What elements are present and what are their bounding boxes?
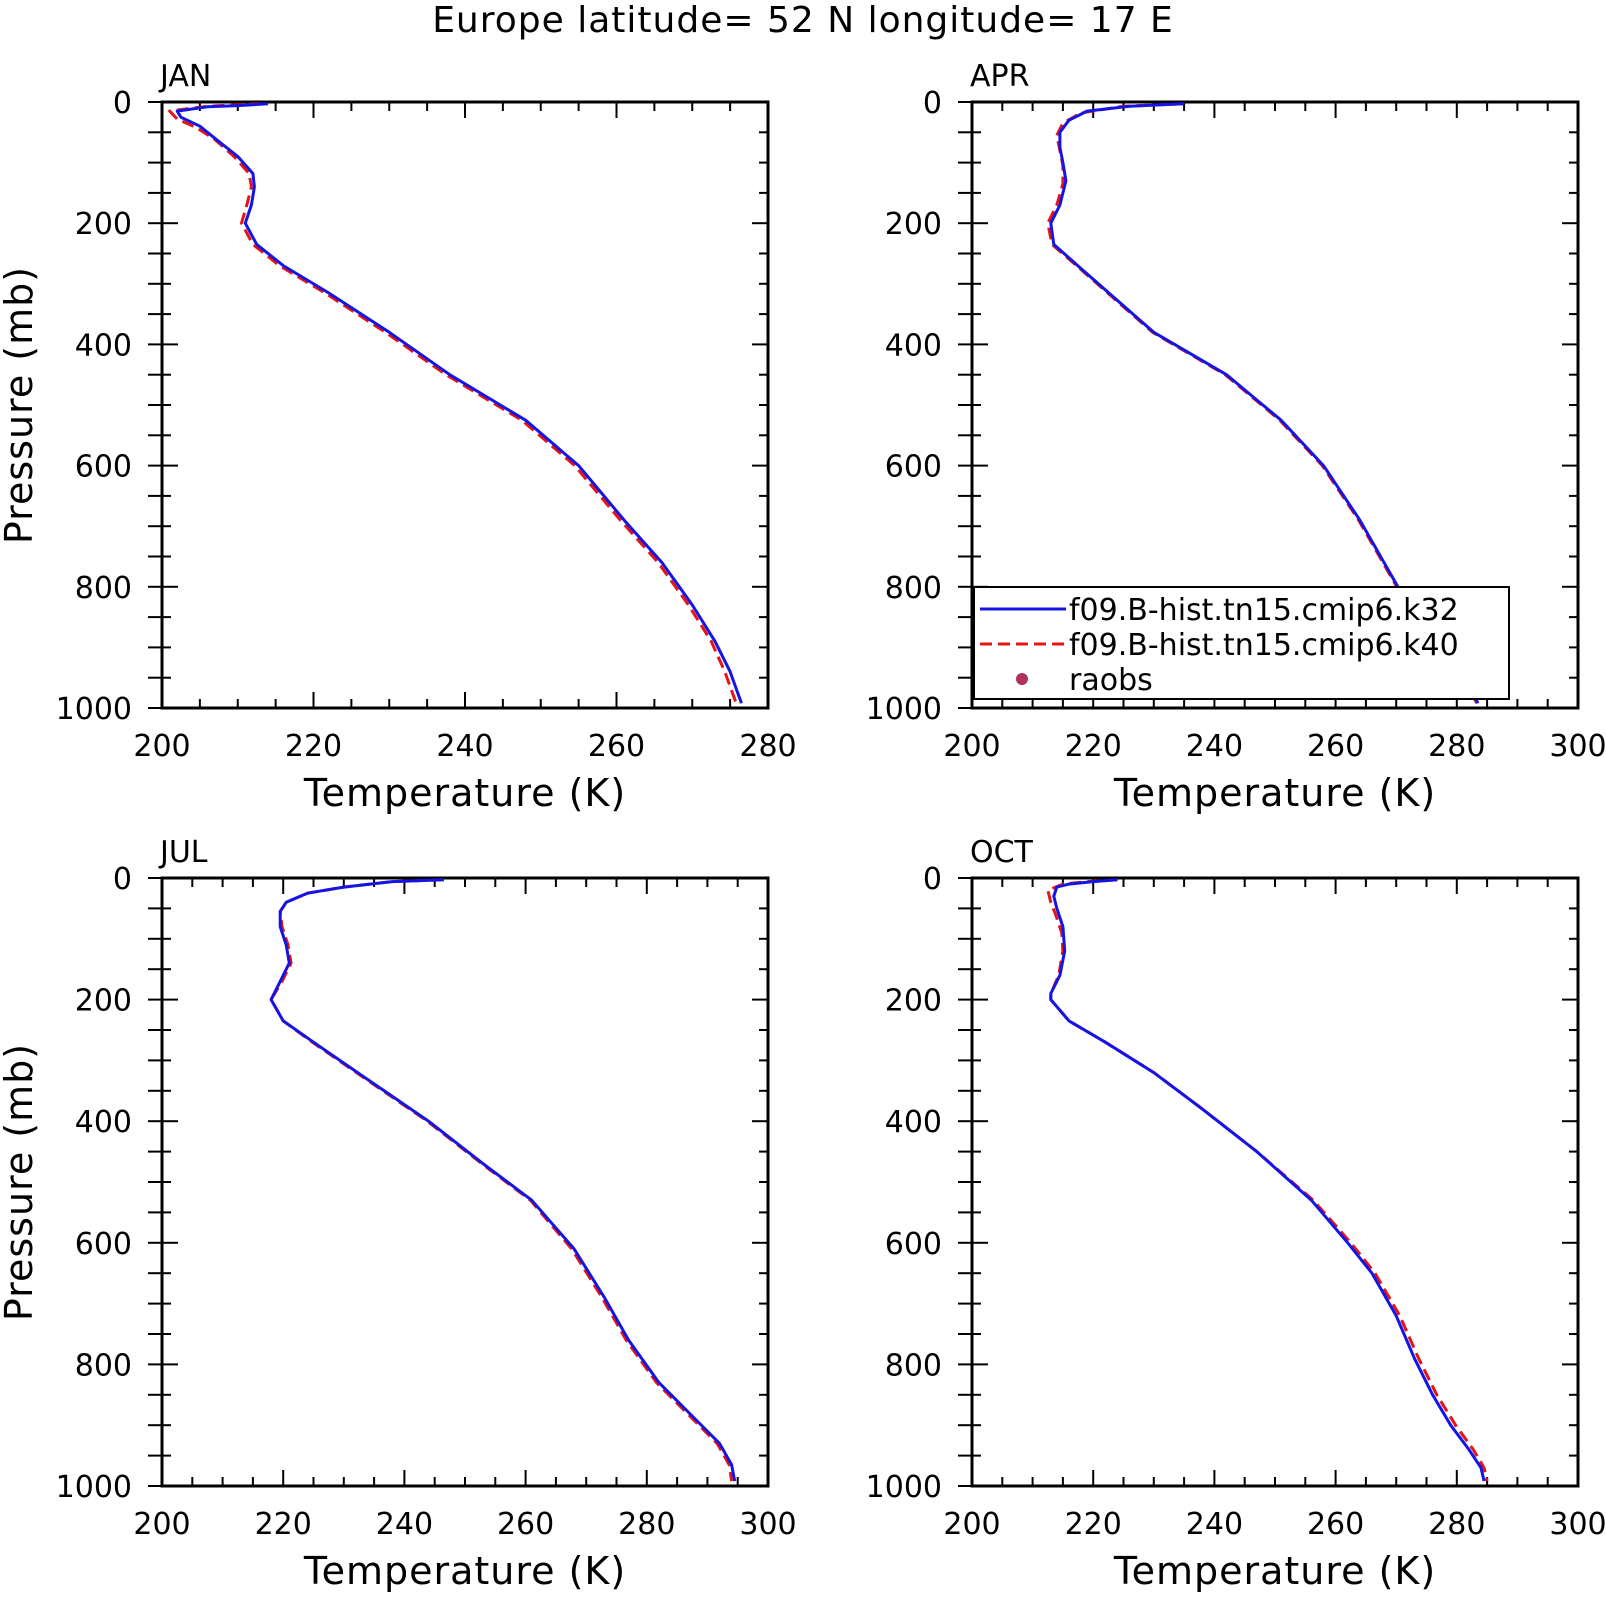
y-tick-label: 400 xyxy=(75,1105,132,1140)
x-tick-label: 220 xyxy=(285,729,342,764)
x-tick-label: 240 xyxy=(1186,729,1243,764)
x-tick-label: 280 xyxy=(618,1507,675,1542)
x-tick-label: 260 xyxy=(588,729,645,764)
x-tick-label: 240 xyxy=(376,1507,433,1542)
y-tick-label: 600 xyxy=(75,1227,132,1262)
panel-label: OCT xyxy=(970,835,1034,870)
panel-jan: 200 220 240 260 280 0 200 400 600 800 1000 JAN Tempe… xyxy=(0,59,797,815)
plot-frame xyxy=(970,876,1580,1488)
series-line-k40 xyxy=(1046,878,1489,1482)
y-tick-label: 200 xyxy=(75,207,132,242)
y-tick-label: 1000 xyxy=(866,1470,942,1505)
y-tick-label: 200 xyxy=(75,984,132,1019)
x-tick-label: 280 xyxy=(1428,729,1485,764)
y-tick-label: 0 xyxy=(923,862,942,897)
x-tick-label: 220 xyxy=(1065,1507,1122,1542)
y-tick-label: 400 xyxy=(75,328,132,363)
x-tick-label: 200 xyxy=(943,729,1000,764)
panel-oct: 200 220 240 260 280 300 0 200 400 600 800 1000 OCT Te… xyxy=(866,835,1606,1593)
panel-apr: 200 220 240 260 280 300 0 200 400 600 800 1000 APR Te… xyxy=(866,59,1606,815)
x-tick-label: 300 xyxy=(1549,1507,1606,1542)
y-tick-label: 600 xyxy=(75,450,132,485)
x-tick-label: 200 xyxy=(133,729,190,764)
series-line-k32 xyxy=(1049,878,1486,1482)
y-tick-label: 600 xyxy=(885,450,942,485)
y-tick-label: 600 xyxy=(885,1227,942,1262)
plot-frame xyxy=(160,876,770,1488)
panel-jul: 200 220 240 260 280 300 0 200 400 600 800 1000 JUL Te… xyxy=(0,835,797,1593)
x-tick-label: 300 xyxy=(739,1507,796,1542)
y-tick-label: 200 xyxy=(885,207,942,242)
x-tick-label: 260 xyxy=(497,1507,554,1542)
x-tick-label: 220 xyxy=(1065,729,1122,764)
y-tick-label: 1000 xyxy=(56,1470,132,1505)
panel-label: JUL xyxy=(158,835,208,870)
x-tick-label: 260 xyxy=(1307,1507,1364,1542)
x-tick-label: 200 xyxy=(133,1507,190,1542)
legend-marker-raobs xyxy=(1016,673,1028,685)
series-line-k40 xyxy=(269,878,734,1482)
y-tick-label: 800 xyxy=(75,1348,132,1383)
legend-label: raobs xyxy=(1069,663,1153,698)
panel-label: APR xyxy=(970,59,1029,94)
y-axis-label: Pressure (mb) xyxy=(0,1043,41,1321)
x-axis-label: Temperature (K) xyxy=(1113,1549,1436,1593)
legend: f09.B-hist.tn15.cmip6.k32f09.B-hist.tn15… xyxy=(973,586,1510,700)
y-tick-label: 800 xyxy=(885,571,942,606)
y-tick-label: 0 xyxy=(113,86,132,121)
x-axis-label: Temperature (K) xyxy=(1113,771,1436,815)
x-tick-label: 220 xyxy=(255,1507,312,1542)
x-tick-label: 200 xyxy=(943,1507,1000,1542)
x-tick-label: 300 xyxy=(1549,729,1606,764)
panel-label: JAN xyxy=(158,59,211,94)
y-tick-label: 1000 xyxy=(866,692,942,727)
y-tick-label: 0 xyxy=(923,86,942,121)
series-line-k32 xyxy=(269,878,737,1482)
y-tick-label: 400 xyxy=(885,328,942,363)
series-line-k32 xyxy=(175,102,743,704)
x-tick-label: 240 xyxy=(1186,1507,1243,1542)
y-axis-label: Pressure (mb) xyxy=(0,266,41,544)
y-tick-label: 200 xyxy=(885,984,942,1019)
x-tick-label: 260 xyxy=(1307,729,1364,764)
x-axis-label: Temperature (K) xyxy=(303,1549,626,1593)
legend-label: f09.B-hist.tn15.cmip6.k40 xyxy=(1069,628,1459,663)
x-axis-label: Temperature (K) xyxy=(303,771,626,815)
figure-title: Europe latitude= 52 N longitude= 17 E xyxy=(432,0,1174,41)
y-tick-label: 800 xyxy=(75,571,132,606)
x-tick-label: 240 xyxy=(436,729,493,764)
x-tick-label: 280 xyxy=(739,729,796,764)
y-tick-label: 400 xyxy=(885,1105,942,1140)
y-tick-label: 800 xyxy=(885,1348,942,1383)
x-tick-label: 280 xyxy=(1428,1507,1485,1542)
legend-label: f09.B-hist.tn15.cmip6.k32 xyxy=(1069,593,1459,628)
y-tick-label: 1000 xyxy=(56,692,132,727)
y-tick-label: 0 xyxy=(113,862,132,897)
